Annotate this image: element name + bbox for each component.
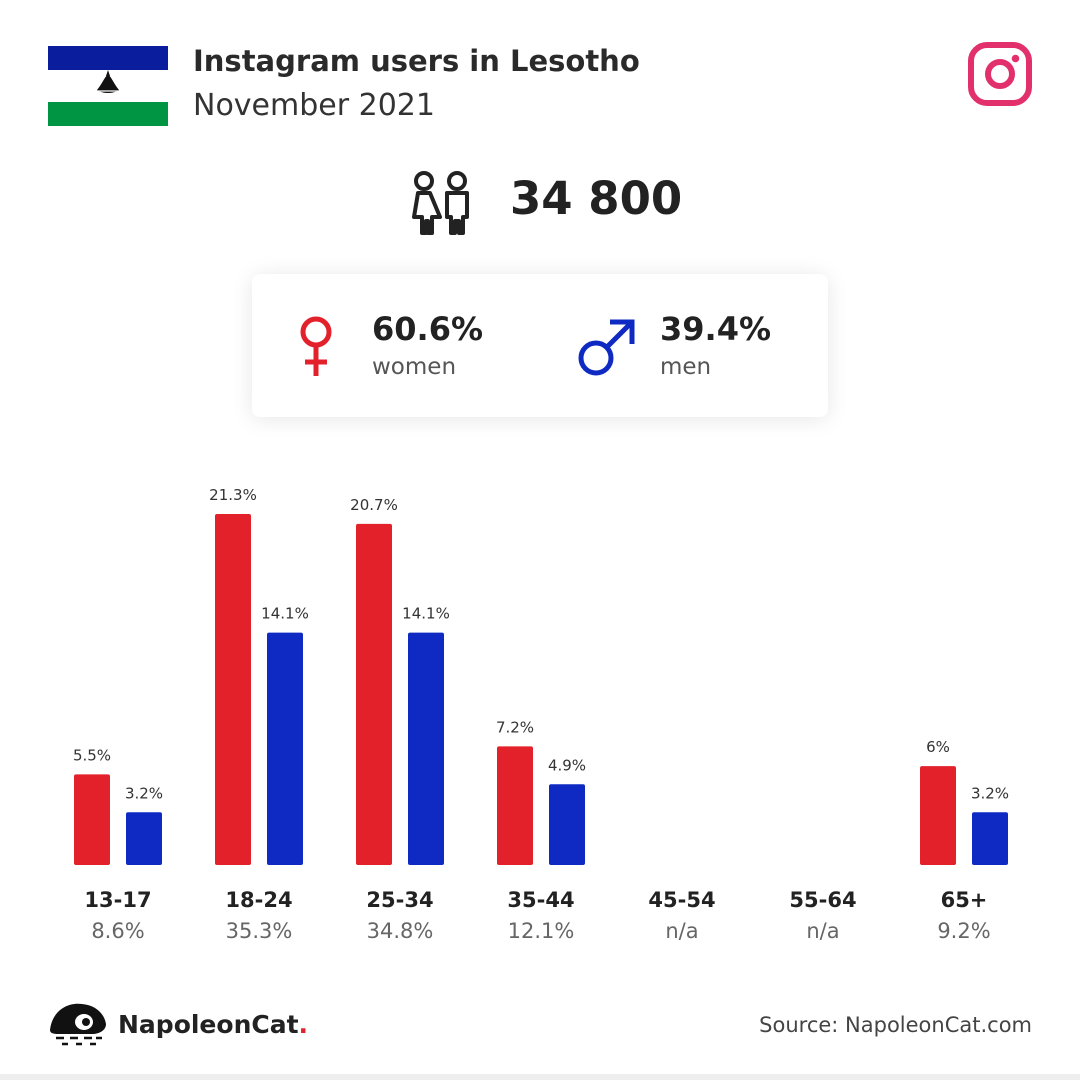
bar-men-18-24 <box>267 632 303 865</box>
men-percentage: 39.4% <box>660 310 772 348</box>
bar-men-65+ <box>972 812 1008 865</box>
bar-women-25-34 <box>356 523 392 865</box>
category-label-45-54: 45-54 <box>648 888 715 912</box>
lesotho-flag-icon <box>48 46 168 126</box>
data-label-men-13-17: 3.2% <box>125 784 163 802</box>
bar-men-25-34 <box>408 632 444 865</box>
category-label-18-24: 18-24 <box>225 888 292 912</box>
category-label-13-17: 13-17 <box>84 888 151 912</box>
women-label: women <box>372 354 457 380</box>
data-label-women-18-24: 21.3% <box>209 486 257 504</box>
bar-women-13-17 <box>74 774 110 865</box>
category-label-65+: 65+ <box>941 888 988 912</box>
page-subtitle: November 2021 <box>193 88 435 123</box>
brand-name: NapoleonCat. <box>118 1010 309 1039</box>
bottom-divider <box>0 1074 1080 1080</box>
gender-card <box>252 274 828 417</box>
bar-men-35-44 <box>549 784 585 865</box>
male-symbol-icon <box>578 319 635 376</box>
total-users-value: 34 800 <box>510 172 683 225</box>
bar-women-35-44 <box>497 746 533 865</box>
instagram-icon <box>968 42 1032 106</box>
data-label-women-13-17: 5.5% <box>73 746 111 764</box>
data-label-men-25-34: 14.1% <box>402 605 450 623</box>
category-total-35-44: 12.1% <box>508 919 575 943</box>
female-symbol-icon <box>300 316 332 376</box>
category-label-35-44: 35-44 <box>507 888 574 912</box>
women-percentage: 60.6% <box>372 310 484 348</box>
bar-men-13-17 <box>126 812 162 865</box>
source-text: Source: NapoleonCat.com <box>759 1013 1032 1037</box>
data-label-men-65+: 3.2% <box>971 784 1009 802</box>
category-label-25-34: 25-34 <box>366 888 433 912</box>
category-label-55-64: 55-64 <box>789 888 856 912</box>
people-icon <box>412 171 469 235</box>
category-total-13-17: 8.6% <box>91 919 144 943</box>
page-title: Instagram users in Lesotho <box>193 44 640 78</box>
data-label-men-35-44: 4.9% <box>548 756 586 774</box>
bar-women-18-24 <box>215 514 251 865</box>
bar-women-65+ <box>920 766 956 865</box>
data-label-women-35-44: 7.2% <box>496 718 534 736</box>
category-total-55-64: n/a <box>806 919 839 943</box>
age-gender-bar-chart: 5.5% 3.2% 13-17 8.6% 21.3% 14.1% 18-24 35.3% 20.… <box>73 486 1009 943</box>
category-total-65+: 9.2% <box>937 919 990 943</box>
category-total-45-54: n/a <box>665 919 698 943</box>
data-label-men-18-24: 14.1% <box>261 605 309 623</box>
category-total-25-34: 34.8% <box>367 919 434 943</box>
data-label-women-65+: 6% <box>926 738 950 756</box>
category-total-18-24: 35.3% <box>226 919 293 943</box>
data-label-women-25-34: 20.7% <box>350 496 398 514</box>
men-label: men <box>660 354 712 380</box>
napoleoncat-logo-icon <box>50 1003 106 1046</box>
brand-dot: . <box>298 1010 309 1039</box>
